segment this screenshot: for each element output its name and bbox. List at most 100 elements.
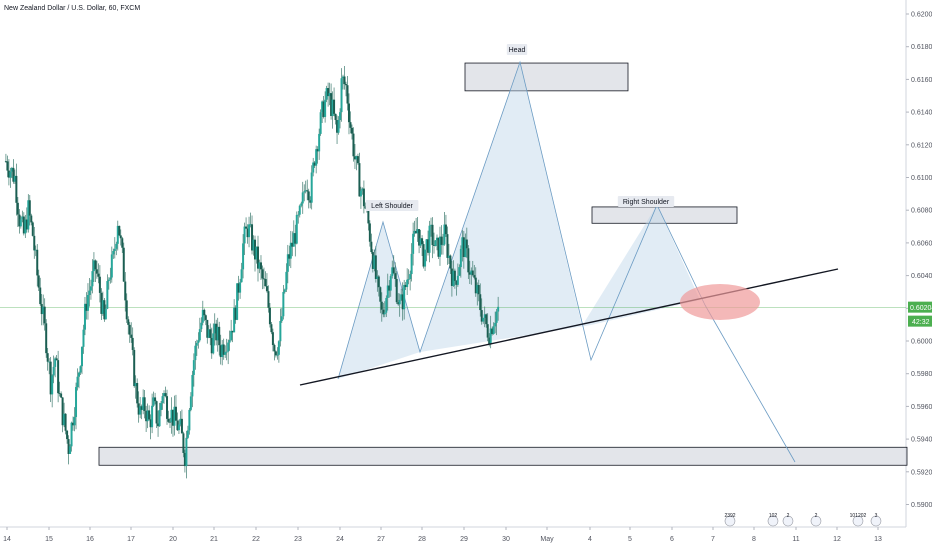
candle-body [295, 214, 298, 244]
candle-body [406, 279, 409, 288]
candle-body [410, 253, 413, 275]
candle-body [188, 409, 191, 431]
candle-body [246, 228, 249, 238]
candle-body [25, 219, 28, 230]
left-shoulder-label-bg [365, 200, 419, 211]
head-zone[interactable] [464, 62, 629, 92]
candle-body [464, 239, 467, 258]
candle-body [265, 286, 268, 292]
price-tag-bg [908, 301, 932, 313]
event-label: 2 [815, 513, 818, 519]
candle-body [95, 269, 98, 274]
candle-body [379, 287, 382, 302]
candle-body [340, 78, 343, 113]
candle-body [158, 409, 161, 427]
candle-body [204, 315, 207, 320]
candle-body [356, 156, 359, 164]
candle-body [431, 224, 434, 246]
candle-body [322, 101, 325, 117]
candle-body [69, 446, 72, 454]
candle-body [248, 224, 251, 238]
candle-body [121, 238, 124, 248]
candle-body [443, 224, 446, 245]
candle-body [245, 226, 248, 229]
event-label: 3 [875, 513, 878, 519]
candle-body [30, 215, 33, 223]
candle-body [386, 285, 389, 298]
candle-body [422, 244, 425, 267]
candle-body [243, 226, 246, 244]
candle-body [368, 223, 371, 242]
candle-body [419, 238, 422, 246]
candle-body [300, 203, 303, 206]
candle-body [262, 278, 265, 280]
candle-body [200, 322, 203, 330]
candle-body [313, 162, 316, 166]
candle-body [334, 113, 337, 120]
candle-body [346, 85, 349, 104]
candle-body [362, 188, 365, 207]
candle-body [277, 341, 280, 355]
candle-body [73, 417, 76, 426]
candle-body [345, 84, 348, 86]
candle-body [306, 190, 309, 192]
candle-body [19, 219, 22, 227]
x-tick-label: 13 [874, 536, 882, 543]
candle-body [435, 237, 438, 241]
candle-body [201, 309, 204, 323]
candle-body [437, 237, 440, 257]
retest-circle[interactable] [680, 284, 760, 320]
event-label: 101202 [850, 513, 867, 519]
candle-body [444, 224, 447, 235]
event-marker[interactable] [724, 515, 736, 527]
candle-body [86, 295, 89, 311]
candle-body [470, 270, 473, 275]
neckline[interactable] [299, 268, 839, 386]
candle-body [309, 200, 312, 203]
candle-body [176, 420, 179, 431]
x-tick-label: 27 [377, 536, 385, 543]
candle-body [106, 281, 109, 309]
candle-body [92, 260, 95, 272]
x-tick-label: 20 [169, 536, 177, 543]
candle-body [89, 286, 92, 291]
event-marker[interactable] [782, 515, 794, 527]
candle-body [170, 409, 173, 423]
head-label: Head [509, 47, 526, 54]
candle-body [352, 133, 355, 157]
candle-body [100, 292, 103, 314]
candle-body [455, 280, 458, 285]
target-projection-line [704, 304, 796, 463]
candle-body [373, 255, 376, 269]
candle-body [492, 326, 495, 334]
candle-body [456, 275, 459, 285]
x-tick-label: May [540, 536, 554, 543]
candle-body [486, 324, 489, 338]
event-marker[interactable] [810, 515, 822, 527]
candle-body [191, 374, 194, 397]
candle-body [145, 410, 148, 422]
candle-body [428, 225, 431, 253]
support-zone[interactable] [98, 446, 908, 466]
candle-body [403, 284, 406, 310]
candle-body [194, 345, 197, 361]
candle-body [268, 307, 271, 325]
candle-body [46, 353, 49, 362]
candle-body [149, 419, 152, 428]
candle-body [283, 289, 286, 292]
event-label: 102 [769, 513, 778, 519]
event-marker[interactable] [852, 515, 864, 527]
event-marker[interactable] [767, 515, 779, 527]
candle-body [213, 323, 216, 334]
candle-body [4, 161, 7, 162]
candle-body [63, 413, 66, 426]
candle-body [224, 352, 227, 355]
candle-body [216, 326, 219, 341]
x-tick-label: 30 [502, 536, 510, 543]
candle-body [124, 281, 127, 301]
candle-body [218, 326, 221, 346]
event-marker[interactable] [870, 515, 882, 527]
candle-body [285, 271, 288, 290]
candle-body [468, 272, 471, 275]
